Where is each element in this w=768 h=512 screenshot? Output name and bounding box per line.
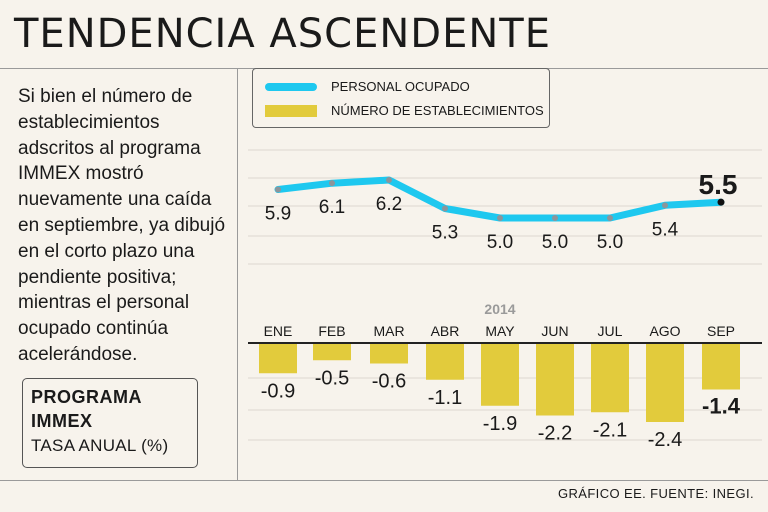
bar-value-label: -2.2 — [538, 423, 572, 445]
month-label: MAY — [485, 323, 515, 339]
bar-value-label: -1.9 — [483, 413, 517, 435]
bottom-rule — [0, 480, 768, 481]
bar-establecimientos — [536, 344, 574, 416]
line-point — [275, 186, 281, 193]
month-label: AGO — [649, 323, 680, 339]
line-point — [442, 205, 448, 212]
month-label: JUN — [541, 323, 568, 339]
line-value-label: 5.0 — [597, 232, 623, 253]
footer-source: GRÁFICO EE. FUENTE: INEGI. — [557, 486, 754, 501]
line-point — [607, 215, 613, 221]
bar-value-label: -0.5 — [315, 367, 349, 389]
bar-value-label: -2.1 — [593, 419, 627, 441]
line-swatch — [265, 82, 317, 91]
program-box: PROGRAMA IMMEX TASA ANUAL (%) — [22, 378, 198, 468]
line-value-label: 5.4 — [652, 219, 679, 240]
month-label: ABR — [431, 323, 460, 339]
month-label: JUL — [598, 323, 623, 339]
month-label: ENE — [264, 323, 293, 339]
line-point — [386, 177, 392, 183]
legend: PERSONAL OCUPADO NÚMERO DE ESTABLECIMIEN… — [252, 68, 550, 128]
legend-label-bar: NÚMERO DE ESTABLECIMIENTOS — [331, 103, 544, 118]
line-value-label: 6.1 — [319, 197, 345, 218]
line-point — [662, 202, 668, 209]
line-value-label: 6.2 — [376, 194, 402, 215]
line-value-label: 5.5 — [699, 169, 738, 200]
month-label: MAR — [373, 323, 404, 339]
bar-value-label: -1.1 — [428, 387, 462, 409]
line-point — [497, 215, 503, 221]
legend-label-line: PERSONAL OCUPADO — [331, 79, 470, 94]
bar-value-label: -2.4 — [648, 429, 682, 451]
column-divider — [237, 68, 238, 480]
bar-value-label: -1.4 — [702, 394, 741, 419]
month-label: SEP — [707, 323, 735, 339]
program-title: PROGRAMA IMMEX — [31, 387, 142, 431]
line-value-label: 5.0 — [542, 232, 568, 253]
bar-establecimientos — [481, 344, 519, 406]
program-subtitle: TASA ANUAL (%) — [31, 436, 169, 455]
line-value-label: 5.0 — [487, 232, 513, 253]
line-point — [552, 215, 558, 221]
legend-item-bar: NÚMERO DE ESTABLECIMIENTOS — [265, 103, 544, 118]
bar-establecimientos — [702, 344, 740, 390]
bar-establecimientos — [426, 344, 464, 380]
month-label: FEB — [318, 323, 345, 339]
bar-establecimientos — [591, 344, 629, 413]
year-label: 2014 — [484, 301, 515, 317]
bar-establecimientos — [313, 344, 351, 361]
bar-swatch — [265, 104, 317, 117]
intro-text: Si bien el número de establecimientos ad… — [18, 86, 226, 365]
bar-establecimientos — [259, 344, 297, 374]
line-point — [329, 180, 335, 187]
bar-value-label: -0.6 — [372, 371, 406, 393]
line-value-label: 5.9 — [265, 204, 291, 225]
bar-establecimientos — [646, 344, 684, 422]
chart-title: TENDENCIA ASCENDENTE — [14, 11, 552, 57]
bar-establecimientos — [370, 344, 408, 364]
line-value-label: 5.3 — [432, 223, 458, 244]
line-point — [717, 198, 725, 206]
legend-item-line: PERSONAL OCUPADO — [265, 79, 470, 94]
bar-value-label: -0.9 — [261, 380, 295, 402]
